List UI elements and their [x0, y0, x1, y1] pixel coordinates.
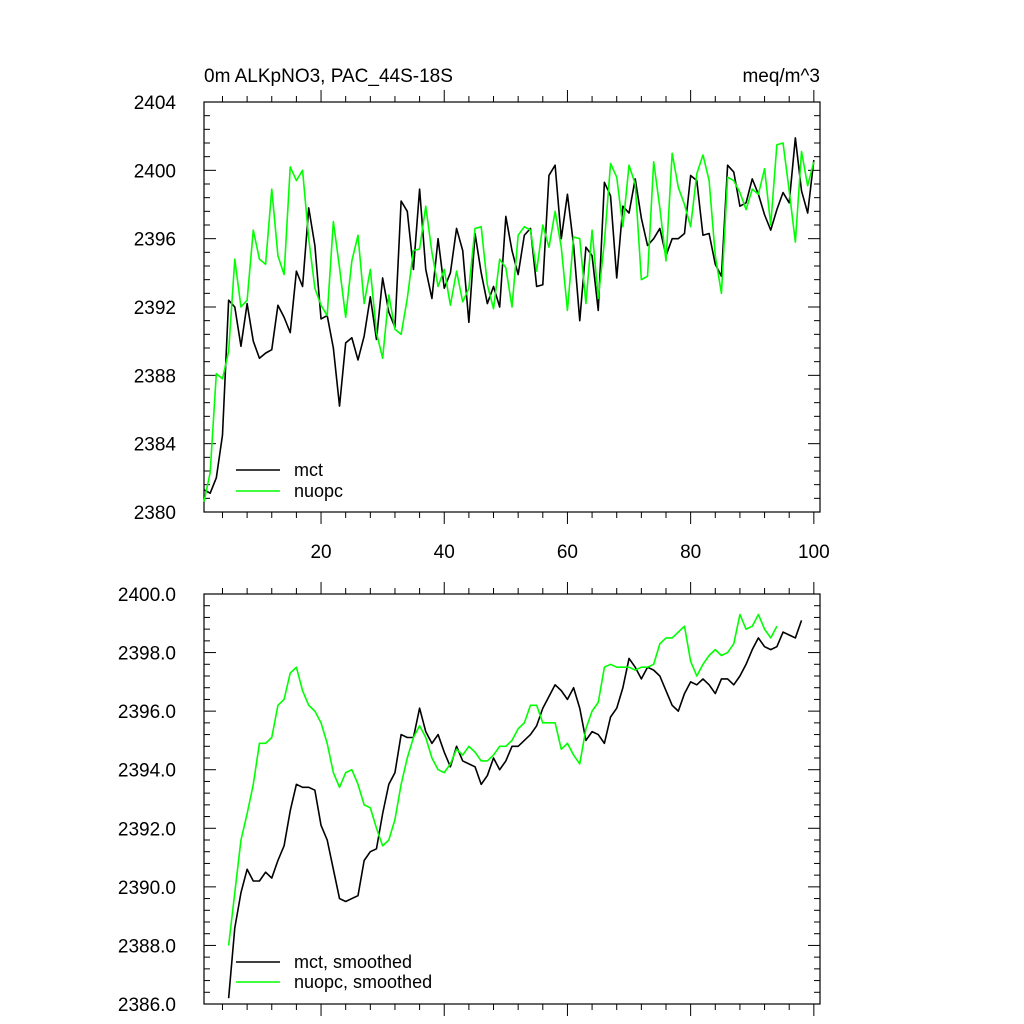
- y-tick-label: 2386.0: [118, 995, 176, 1016]
- x-tick-label: 40: [434, 542, 455, 563]
- top-legend: mct nuopc: [236, 460, 343, 501]
- y-tick-label: 2394.0: [118, 761, 176, 782]
- bottom-series-group: [227, 613, 803, 999]
- y-tick-label: 2390.0: [118, 878, 176, 899]
- y-tick-label: 2396: [134, 230, 176, 251]
- x-tick-label: 80: [680, 542, 701, 563]
- legend-mct-smoothed-label: mct, smoothed: [294, 952, 412, 972]
- top-series-nuopc-line: [203, 142, 815, 502]
- bottom-legend: mct, smoothed nuopc, smoothed: [236, 952, 432, 992]
- legend-nuopc-smoothed-label: nuopc, smoothed: [294, 972, 432, 992]
- y-tick-label: 2404: [134, 93, 177, 114]
- top-panel: 0m ALKpNO3, PAC_44S-18S meq/m^3 2380 2384…: [134, 66, 830, 563]
- bottom-panel: 2386.0 2388.0 2390.0 2392.0 2394.0 2396.0 2398…: [118, 582, 821, 1016]
- x-tick-label: 100: [798, 542, 830, 563]
- y-tick-label: 2388.0: [118, 936, 176, 957]
- bottom-series-nuopc-smoothed-line: [227, 613, 778, 946]
- y-tick-label: 2384: [134, 435, 177, 456]
- legend-mct-label: mct: [294, 460, 323, 480]
- top-series-mct-line: [203, 137, 815, 495]
- top-chart-units: meq/m^3: [742, 66, 820, 87]
- top-series-group: [203, 137, 815, 502]
- y-tick-label: 2392.0: [118, 819, 176, 840]
- top-chart-title: 0m ALKpNO3, PAC_44S-18S: [204, 66, 453, 87]
- bottom-axis-ticks: 2386.0 2388.0 2390.0 2392.0 2394.0 2396.0 2398…: [118, 582, 820, 1016]
- y-tick-label: 2396.0: [118, 702, 176, 723]
- y-tick-label: 2392: [134, 298, 176, 319]
- bottom-plot-frame: [203, 593, 821, 1005]
- y-tick-label: 2398.0: [118, 644, 176, 665]
- y-tick-label: 2400.0: [118, 585, 176, 606]
- x-tick-label: 20: [310, 542, 331, 563]
- x-tick-label: 60: [557, 542, 578, 563]
- top-axis-ticks: 2380 2384 2388 2392 2396 2400 2404 20 40 60 80 100: [134, 90, 830, 563]
- bottom-series-mct-smoothed-line: [227, 620, 803, 999]
- legend-nuopc-label: nuopc: [294, 481, 343, 501]
- y-tick-label: 2380: [134, 503, 176, 524]
- y-tick-label: 2388: [134, 366, 176, 387]
- y-tick-label: 2400: [134, 161, 176, 182]
